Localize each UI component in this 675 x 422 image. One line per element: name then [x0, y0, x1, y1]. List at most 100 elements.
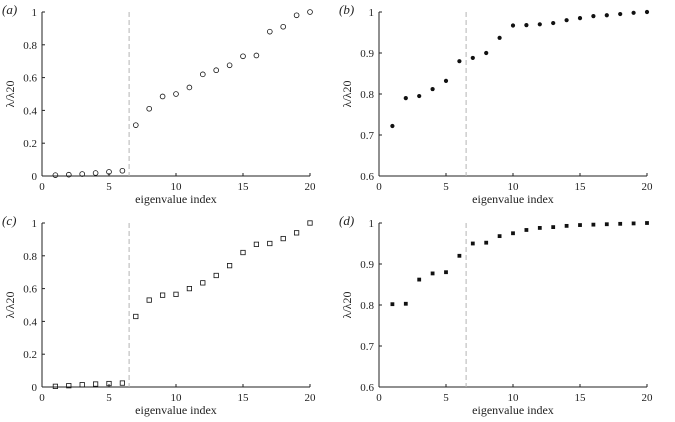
data-point [173, 291, 179, 297]
x-tick-label: 0 [39, 181, 45, 193]
data-point [524, 228, 529, 232]
y-axis-label: λ/λ20 [3, 81, 17, 108]
data-point [417, 277, 422, 282]
data-point [390, 123, 395, 129]
panel-label: (d) [339, 213, 354, 228]
y-axis-label: λ/λ20 [340, 81, 354, 108]
data-point [457, 253, 462, 258]
data-point [200, 280, 206, 286]
x-tick-label: 5 [443, 181, 449, 193]
data-point [119, 167, 126, 174]
x-tick-label: 15 [238, 181, 250, 193]
data-point [644, 9, 650, 15]
y-tick-label: 0.6 [23, 284, 37, 296]
data-point [66, 171, 72, 178]
data-point [604, 222, 609, 227]
data-point [293, 230, 300, 236]
data-point [173, 91, 179, 97]
x-tick-label: 10 [171, 181, 183, 193]
data-point [226, 263, 233, 269]
x-tick-label: 5 [106, 181, 112, 193]
y-tick-label: 0.8 [23, 251, 37, 263]
data-point [186, 285, 192, 292]
data-point [470, 55, 475, 61]
data-point [497, 35, 502, 40]
x-tick-label: 5 [443, 392, 449, 404]
x-tick-label: 20 [305, 181, 317, 193]
panel-4: 0 5 10 15 20 0.6 0.7 0.8 0.9 1 eigenvalue index λ/λ… [339, 213, 653, 417]
data-point [240, 249, 246, 256]
data-point [226, 62, 233, 69]
data-point [551, 225, 556, 229]
data-point [444, 270, 448, 275]
x-tick-label: 15 [238, 392, 250, 404]
data-point [577, 16, 583, 21]
y-tick-label: 0.6 [360, 382, 374, 394]
data-point [511, 231, 515, 236]
data-point [631, 10, 636, 15]
y-tick-label: 1 [369, 7, 375, 19]
x-tick-label: 0 [39, 392, 45, 404]
y-tick-label: 1 [32, 7, 38, 19]
data-point [280, 235, 286, 242]
y-tick-label: 0.7 [360, 130, 374, 142]
data-point [604, 13, 609, 18]
y-tick-label: 0.8 [360, 89, 374, 101]
y-tick-label: 0.9 [360, 259, 374, 271]
data-point [307, 220, 313, 226]
data-point [266, 28, 273, 35]
x-tick-label: 20 [642, 392, 654, 404]
data-point [403, 96, 408, 101]
x-tick-label: 20 [642, 181, 654, 193]
data-point [524, 23, 529, 28]
y-tick-label: 0.9 [360, 48, 374, 60]
data-point [417, 93, 422, 99]
data-point [159, 292, 166, 298]
data-point [645, 221, 649, 225]
data-point [564, 18, 569, 23]
panel-2: 0 5 10 15 20 0.6 0.7 0.8 0.9 1 eigenvalue index λ/λ… [339, 2, 653, 206]
panel-label: (b) [339, 2, 354, 17]
x-tick-label: 20 [305, 392, 317, 404]
x-axis-label: eigenvalue index [472, 403, 554, 417]
data-point [430, 86, 435, 92]
data-point [457, 59, 462, 64]
data-point [280, 23, 287, 30]
data-point [390, 302, 395, 307]
data-point [510, 23, 516, 28]
panel-label: (c) [2, 213, 16, 228]
data-point [591, 222, 596, 227]
data-point [146, 105, 153, 112]
data-point [66, 383, 72, 389]
y-tick-label: 0.8 [23, 40, 37, 52]
y-axis-label: λ/λ20 [3, 292, 17, 319]
data-point [267, 240, 273, 247]
y-tick-label: 0.7 [360, 341, 374, 353]
x-tick-label: 10 [171, 392, 183, 404]
data-point [484, 240, 489, 245]
x-axis-label: eigenvalue index [135, 192, 217, 206]
y-tick-label: 1 [32, 218, 38, 230]
data-point [293, 12, 300, 19]
y-axis-label: λ/λ20 [340, 292, 354, 319]
data-point [578, 223, 582, 227]
y-tick-label: 0.2 [23, 349, 37, 361]
x-axis-label: eigenvalue index [472, 192, 554, 206]
y-tick-label: 1 [369, 218, 375, 230]
y-tick-label: 0.6 [23, 73, 37, 85]
data-point [430, 271, 435, 276]
y-tick-label: 0 [32, 382, 38, 394]
data-point [186, 84, 193, 91]
x-tick-label: 10 [508, 181, 520, 193]
data-point [92, 170, 99, 176]
data-point [79, 382, 85, 388]
y-tick-label: 0 [32, 171, 38, 183]
y-tick-label: 0.8 [360, 300, 374, 312]
data-point [307, 9, 313, 15]
y-tick-label: 0.2 [23, 138, 37, 150]
data-point [106, 380, 112, 387]
y-tick-label: 0.4 [23, 316, 37, 328]
x-tick-label: 15 [575, 392, 587, 404]
x-tick-label: 0 [376, 392, 382, 404]
